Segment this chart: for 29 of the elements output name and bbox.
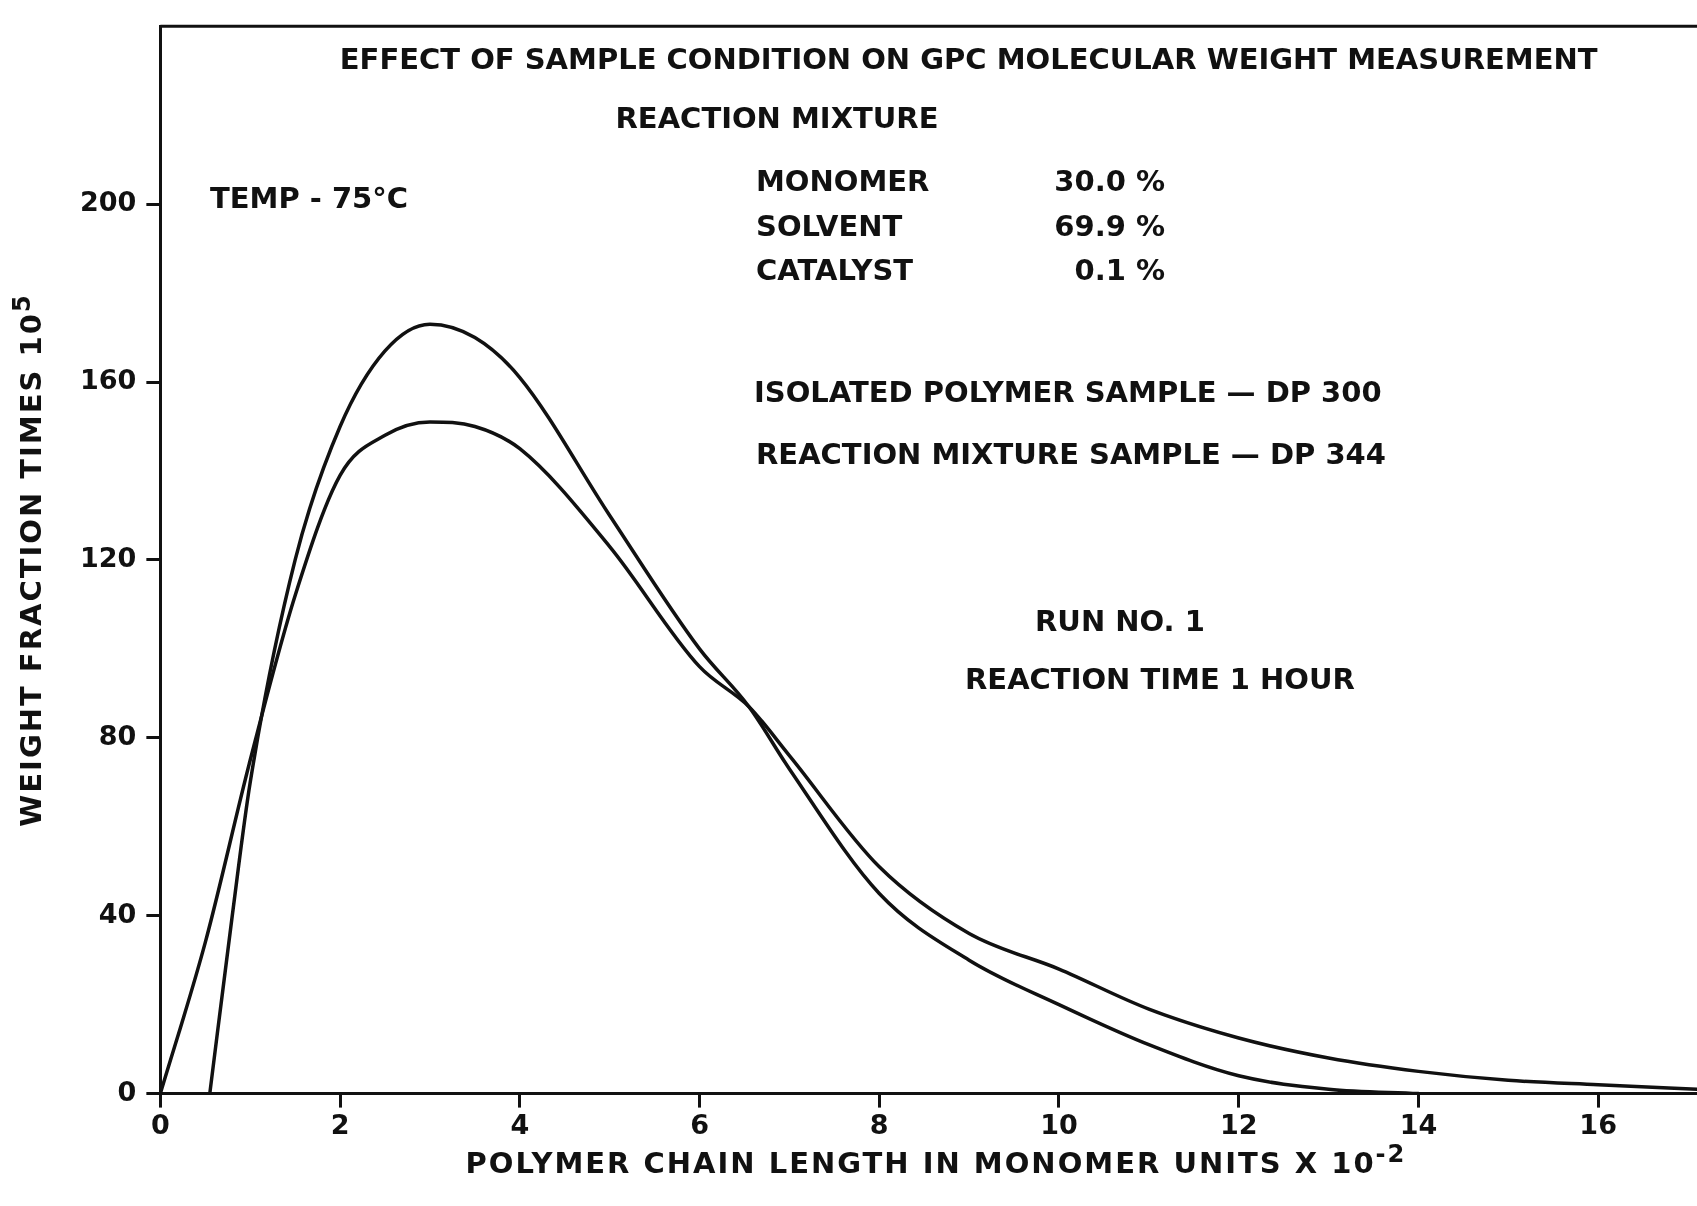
annotation: 30.0 %: [1054, 163, 1165, 198]
x-tick-label: 2: [330, 1108, 350, 1140]
y-tick-label: 80: [98, 719, 137, 751]
x-tick-label: 8: [869, 1108, 889, 1140]
annotation: REACTION MIXTURE SAMPLE — DP 344: [756, 436, 1386, 471]
x-tick-label: 6: [690, 1108, 709, 1140]
y-tick-label: 120: [79, 541, 137, 573]
y-tick-label: 0: [117, 1075, 137, 1107]
annotation: MONOMER: [756, 163, 930, 198]
y-tick-label: 40: [98, 897, 137, 929]
x-tick-label: 4: [510, 1108, 530, 1140]
text: EFFECT OF SAMPLE CONDITION ON GPC MOLECULAR WEIGHT MEASUREMENT: [339, 41, 1598, 76]
annotation: ISOLATED POLYMER SAMPLE — DP 300: [754, 374, 1382, 409]
x-tick-label: 0: [150, 1108, 170, 1140]
y-tick-label: 200: [79, 186, 137, 218]
y-tick-label: 160: [79, 364, 137, 396]
annotation: 0.1 %: [1074, 252, 1165, 287]
annotation: REACTION MIXTURE: [615, 100, 939, 135]
x-tick-label: 12: [1219, 1108, 1258, 1140]
annotation: TEMP - 75°C: [210, 180, 409, 215]
annotation: CATALYST: [756, 252, 914, 287]
x-axis-title: POLYMER CHAIN LENGTH IN MONOMER UNITS X 10$^{-2}$: [464, 1140, 1408, 1180]
annotation: SOLVENT: [756, 208, 903, 243]
annotation: RUN NO. 1: [1035, 603, 1205, 638]
annotation: REACTION TIME 1 HOUR: [965, 661, 1355, 696]
x-tick-label: 16: [1579, 1108, 1617, 1140]
annotation: 69.9 %: [1054, 208, 1165, 243]
x-tick-label: 10: [1040, 1108, 1078, 1140]
x-tick-label: 14: [1399, 1108, 1438, 1140]
